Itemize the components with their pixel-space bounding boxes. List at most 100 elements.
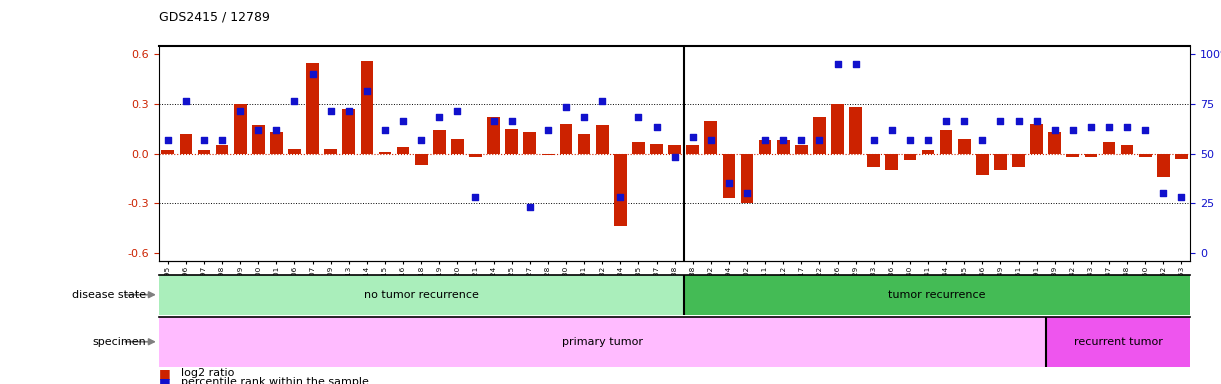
Point: [1136, 127, 1155, 134]
Bar: [161, 150, 175, 154]
Bar: [777, 141, 790, 154]
Point: [321, 108, 341, 114]
Point: [339, 108, 359, 114]
Bar: [379, 152, 391, 154]
Point: [955, 118, 974, 124]
Point: [647, 124, 667, 130]
Bar: [668, 145, 681, 154]
Point: [393, 118, 413, 124]
Text: recurrent tumor: recurrent tumor: [1073, 337, 1162, 347]
Point: [719, 180, 739, 187]
Bar: [1012, 154, 1024, 167]
Point: [303, 71, 322, 77]
Bar: [415, 154, 427, 165]
Bar: [723, 154, 735, 198]
Bar: [1158, 154, 1170, 177]
Point: [357, 88, 376, 94]
Text: log2 ratio: log2 ratio: [181, 368, 234, 378]
Bar: [705, 121, 717, 154]
Bar: [578, 134, 591, 154]
Point: [574, 114, 593, 120]
Bar: [994, 154, 1007, 170]
Point: [756, 137, 775, 144]
Bar: [234, 104, 247, 154]
Bar: [559, 124, 573, 154]
Text: ■: ■: [159, 376, 171, 384]
Bar: [451, 139, 464, 154]
Point: [990, 118, 1010, 124]
Point: [502, 118, 521, 124]
Bar: [958, 139, 971, 154]
Bar: [795, 145, 807, 154]
Point: [1009, 118, 1028, 124]
Bar: [487, 117, 499, 154]
Bar: [159, 275, 684, 315]
Bar: [1084, 154, 1098, 157]
Bar: [904, 154, 916, 160]
Point: [538, 127, 558, 134]
Bar: [433, 131, 446, 154]
Bar: [1045, 317, 1199, 367]
Bar: [342, 109, 355, 154]
Bar: [288, 149, 300, 154]
Bar: [524, 132, 536, 154]
Bar: [813, 117, 825, 154]
Bar: [922, 150, 934, 154]
Point: [375, 127, 394, 134]
Point: [520, 204, 540, 210]
Point: [1172, 194, 1192, 200]
Point: [1063, 127, 1083, 134]
Point: [430, 114, 449, 120]
Point: [592, 98, 612, 104]
Point: [1045, 127, 1065, 134]
Text: ■: ■: [159, 367, 171, 380]
Bar: [216, 145, 228, 154]
Point: [1154, 190, 1173, 196]
Point: [1099, 124, 1118, 130]
Point: [1117, 124, 1137, 130]
Point: [810, 137, 829, 144]
Bar: [1066, 154, 1079, 157]
Bar: [684, 275, 1199, 315]
Point: [828, 61, 847, 67]
Point: [176, 98, 195, 104]
Bar: [306, 63, 319, 154]
Bar: [1139, 154, 1151, 157]
Bar: [940, 131, 952, 154]
Text: GDS2415 / 12789: GDS2415 / 12789: [159, 10, 270, 23]
Point: [791, 137, 811, 144]
Point: [1027, 118, 1046, 124]
Point: [411, 137, 431, 144]
Bar: [469, 154, 482, 157]
Point: [465, 194, 485, 200]
Point: [448, 108, 468, 114]
Point: [846, 61, 866, 67]
Text: disease state: disease state: [72, 290, 147, 300]
Bar: [179, 134, 192, 154]
Point: [194, 137, 214, 144]
Bar: [850, 107, 862, 154]
Point: [773, 137, 792, 144]
Point: [683, 134, 702, 140]
Point: [629, 114, 648, 120]
Bar: [505, 129, 518, 154]
Point: [610, 194, 630, 200]
Text: no tumor recurrence: no tumor recurrence: [364, 290, 479, 300]
Point: [557, 104, 576, 110]
Point: [918, 137, 938, 144]
Bar: [397, 147, 409, 154]
Bar: [976, 154, 989, 175]
Bar: [867, 154, 880, 167]
Bar: [360, 61, 374, 154]
Point: [284, 98, 304, 104]
Bar: [1103, 142, 1115, 154]
Bar: [741, 154, 753, 203]
Bar: [325, 149, 337, 154]
Point: [737, 190, 757, 196]
Point: [249, 127, 269, 134]
Point: [701, 137, 720, 144]
Point: [1081, 124, 1100, 130]
Point: [158, 137, 177, 144]
Text: tumor recurrence: tumor recurrence: [889, 290, 985, 300]
Bar: [650, 144, 663, 154]
